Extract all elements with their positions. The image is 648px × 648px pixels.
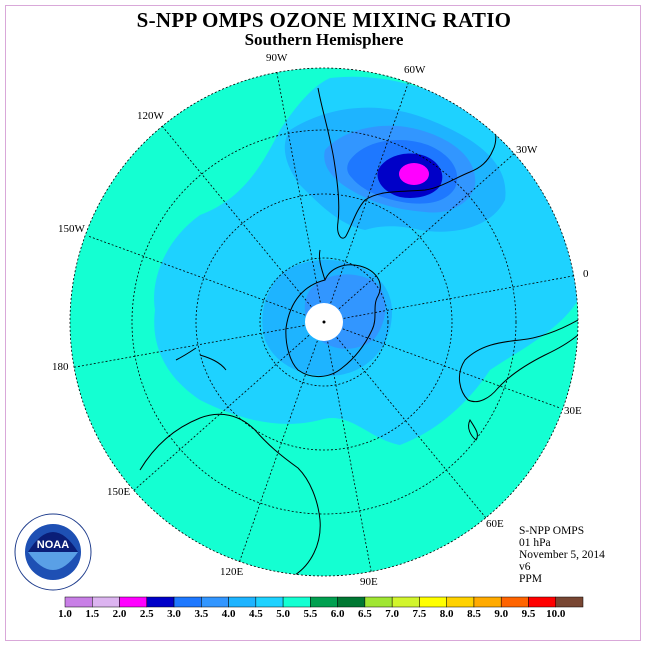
info-date: November 5, 2014 <box>519 549 605 561</box>
lon-label-90w: 90W <box>266 52 288 64</box>
latitude-circle-60 <box>131 129 517 515</box>
lon-label-30e: 30E <box>564 405 582 417</box>
colorbar-swatch <box>201 596 229 608</box>
meridian-0 <box>323 274 578 323</box>
colorbar-swatch <box>255 596 284 608</box>
lon-label-150w: 150W <box>58 223 85 235</box>
noaa-logo: NOAA <box>14 513 92 591</box>
info-level: 01 hPa <box>519 537 551 549</box>
colorbar <box>64 596 584 608</box>
colorbar-tick-label: 8.0 <box>439 608 454 620</box>
colorbar-swatch <box>119 596 148 608</box>
colorbar-swatch <box>419 596 447 608</box>
colorbar-tick-label: 3.0 <box>167 608 181 620</box>
colorbar-tick-label: 9.0 <box>494 608 509 620</box>
colorbar-tick-label: 7.5 <box>412 608 427 620</box>
colorbar-swatch <box>64 596 93 608</box>
colorbar-tick-label: 4.5 <box>248 608 263 620</box>
colorbar-swatch <box>310 596 338 608</box>
info-units: PPM <box>519 573 543 585</box>
lon-label-150e: 150E <box>107 486 131 498</box>
colorbar-tick-label: 5.0 <box>276 608 290 620</box>
colorbar-tick-label: 10.0 <box>546 608 566 620</box>
colorbar-tick-label: 3.5 <box>194 608 209 620</box>
figure-frame <box>5 5 641 641</box>
meridian-60w <box>323 77 411 323</box>
colorbar-swatch <box>146 596 175 608</box>
meridian-30w <box>323 151 517 323</box>
colorbar-tick-label: 6.0 <box>330 608 345 620</box>
colorbar-swatch <box>282 596 311 608</box>
meridian-120e <box>237 321 325 567</box>
lon-label-0: 0 <box>583 268 589 280</box>
latitude-circle-70 <box>195 193 453 451</box>
chart-title: S-NPP OMPS OZONE MIXING RATIO <box>136 8 512 32</box>
colorbar-swatch <box>364 596 393 608</box>
colorbar-swatch <box>500 596 529 608</box>
info-version: v6 <box>519 561 531 573</box>
colorbar-swatch <box>337 596 366 608</box>
lon-label-180: 180 <box>52 361 69 373</box>
colorbar-tick-label: 8.5 <box>467 608 481 620</box>
graticule <box>70 68 578 576</box>
meridian-30e <box>323 321 561 409</box>
antarctic-peninsula <box>319 249 326 281</box>
meridian-180 <box>70 321 325 369</box>
australia-coast <box>139 413 321 576</box>
south-pole-marker <box>322 320 326 324</box>
new-zealand-coast <box>175 347 227 371</box>
lon-label-90e: 90E <box>360 576 378 588</box>
madagascar-coast <box>468 418 478 441</box>
colorbar-swatch <box>228 596 257 608</box>
lon-label-30w: 30W <box>516 144 538 156</box>
info-instrument: S-NPP OMPS <box>519 525 585 537</box>
colorbar-tick-label: 1.5 <box>85 608 100 620</box>
colorbar-tick-label: 9.5 <box>521 608 536 620</box>
chart-subtitle: Southern Hemisphere <box>244 30 404 49</box>
meridian-150e <box>131 321 325 493</box>
meridian-150w <box>87 235 325 323</box>
colorbar-swatch <box>92 596 120 608</box>
map-boundary <box>69 67 579 577</box>
colorbar-tick-label: 2.0 <box>112 608 127 620</box>
product-info: S-NPP OMPS 01 hPa November 5, 2014 v6 PP… <box>519 525 605 585</box>
lon-label-60e: 60E <box>486 518 504 530</box>
ozone-contour-2-0 <box>399 163 429 185</box>
africa-coast <box>458 319 578 403</box>
colorbar-swatch <box>446 596 475 608</box>
colorbar-tick-label: 1.0 <box>58 608 72 620</box>
colorbar-swatch <box>528 596 556 608</box>
noaa-logo-text: NOAA <box>37 539 69 551</box>
colorbar-tick-label: 2.5 <box>139 608 154 620</box>
colorbar-tick-label: 5.5 <box>303 608 318 620</box>
colorbar-tick-labels: 1.0 1.5 2.0 2.5 3.0 3.5 4.0 4.5 5.0 5.5 6.0 6.5 7.0 7… <box>0 608 648 622</box>
colorbar-tick-label: 7.0 <box>385 608 400 620</box>
colorbar-tick-label: 4.0 <box>221 608 236 620</box>
colorbar-swatch <box>555 596 584 608</box>
meridian-90w <box>275 68 325 323</box>
lon-label-60w: 60W <box>404 64 426 76</box>
colorbar-swatch <box>473 596 502 608</box>
colorbar-tick-label: 6.5 <box>358 608 372 620</box>
latitude-circle-80 <box>259 257 389 387</box>
meridian-90e <box>323 321 373 576</box>
lon-label-120e: 120E <box>220 566 244 578</box>
lon-label-120w: 120W <box>137 110 164 122</box>
colorbar-swatch <box>173 596 202 608</box>
colorbar-swatch <box>391 596 420 608</box>
